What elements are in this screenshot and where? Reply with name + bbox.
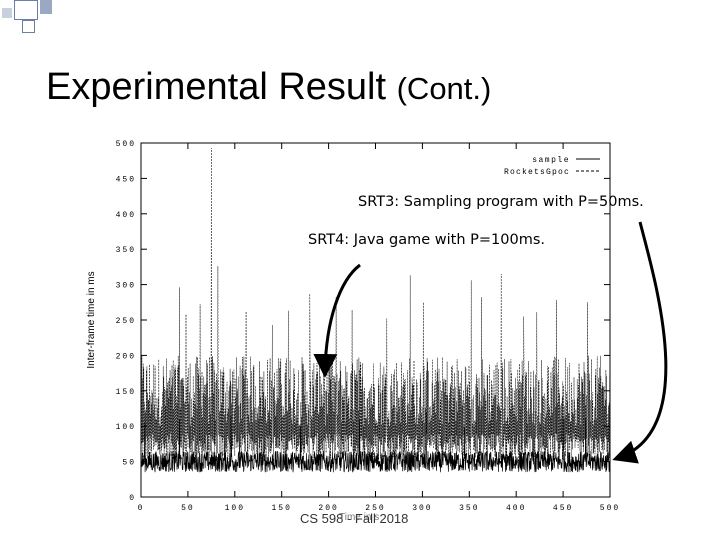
plot-series bbox=[140, 147, 611, 473]
y-axis-label: Inter-frame time in ms bbox=[86, 271, 97, 368]
series-line-rocketsgpoc bbox=[140, 147, 610, 462]
corner-square-large bbox=[14, 0, 38, 20]
y-tick-label: 0 bbox=[129, 494, 136, 503]
annotation-srt4: SRT4: Java game with P=100ms. bbox=[308, 232, 546, 248]
slide-title-main: Experimental Result bbox=[46, 66, 387, 108]
annotation-srt3: SRT3: Sampling program with P=50ms. bbox=[358, 194, 644, 210]
x-tick-label: 150 bbox=[271, 504, 291, 513]
y-tick-label: 450 bbox=[116, 175, 136, 184]
x-axis-title-overlay: Time in s bbox=[339, 512, 380, 523]
corner-square-filled bbox=[40, 0, 52, 14]
chart-legend: sample RocketsGpoc bbox=[504, 156, 600, 177]
x-tick-label: 250 bbox=[365, 504, 385, 513]
y-tick-label: 350 bbox=[116, 246, 136, 255]
x-tick-label: 0 bbox=[138, 504, 145, 513]
y-tick-label: 400 bbox=[116, 211, 136, 220]
y-tick-label: 50 bbox=[122, 459, 136, 468]
x-tick-label: 300 bbox=[412, 504, 432, 513]
y-tick-label: 200 bbox=[116, 352, 136, 361]
slide-footer: CS 598 - Fall 2018 bbox=[300, 511, 408, 526]
y-tick-label: 100 bbox=[116, 423, 136, 432]
y-tick-label: 250 bbox=[116, 317, 136, 326]
x-tick-label: 350 bbox=[459, 504, 479, 513]
corner-square-small bbox=[22, 20, 35, 33]
series-line-sample bbox=[140, 411, 611, 473]
corner-square-tiny bbox=[2, 8, 12, 18]
x-tick-label: 450 bbox=[553, 504, 573, 513]
slide-title-suffix: (Cont.) bbox=[396, 71, 492, 106]
x-tick-label: 50 bbox=[181, 504, 195, 513]
axis-ticks: 0 50 100 150 200 250 300 350 400 450 500 0 50 100 150 2… bbox=[116, 140, 620, 513]
y-tick-label: 150 bbox=[116, 388, 136, 397]
y-tick-label: 500 bbox=[116, 140, 136, 149]
legend-label-rocketsgpoc: RocketsGpoc bbox=[504, 168, 570, 177]
y-tick-label: 300 bbox=[116, 282, 136, 291]
x-tick-label: 500 bbox=[600, 504, 620, 513]
x-tick-label: 400 bbox=[506, 504, 526, 513]
footer-course: CS 598 - Fall 2018 bbox=[300, 511, 409, 526]
x-tick-label: 100 bbox=[225, 504, 245, 513]
slide-title: Experimental Result (Cont.) bbox=[46, 66, 491, 109]
x-tick-label: 200 bbox=[318, 504, 338, 513]
legend-label-sample: sample bbox=[532, 156, 570, 165]
